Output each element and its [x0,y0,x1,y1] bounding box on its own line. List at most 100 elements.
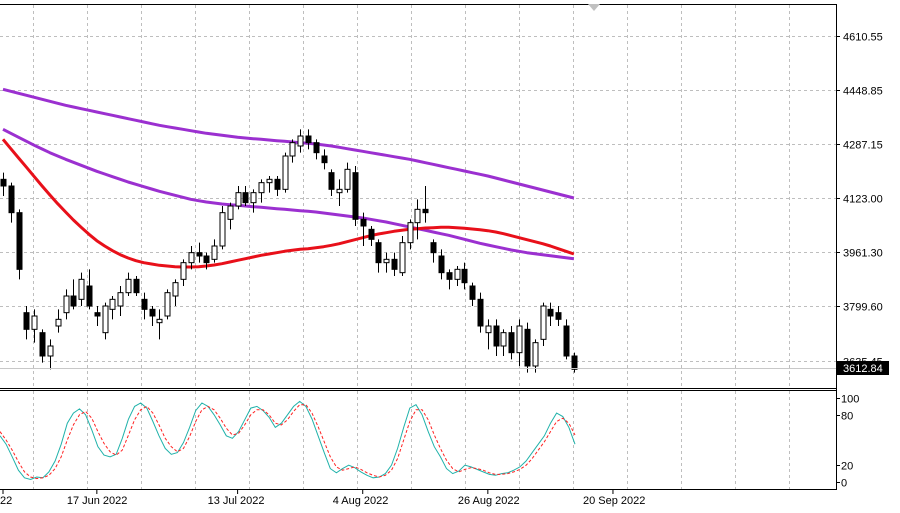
candle-body-up [414,208,421,224]
candle-body-up [485,325,492,334]
candle-body-up [180,262,187,280]
candle-body-up [109,298,116,310]
moving-average-lines [1,87,575,269]
candle-body-up [31,315,38,330]
candle-body-up [407,222,414,244]
oscillator-signal-line [0,404,576,480]
candle-body-down [391,258,398,270]
candle-body-down [438,255,445,274]
price-tick-label: 3799.60 [843,302,883,314]
candle-body-up [235,192,242,207]
current-price-tag: 3612.84 [837,361,889,375]
time-tick-label: 22 [0,495,12,507]
candle-body-up [47,345,54,357]
candle-body-up [454,268,461,280]
candle-body-down [141,298,148,310]
candle-body-down [352,172,359,220]
candle-body-down [493,325,500,347]
price-tick-label: 4610.55 [843,32,883,44]
candle-body-down [94,312,101,317]
candle-body-down [328,172,335,190]
candle-body-down [555,312,562,320]
candle-body-up [156,318,163,324]
candle-body-up [383,258,390,264]
candle-body-down [196,252,203,257]
current-price-value: 3612.84 [843,363,883,375]
oscillator-main-line [0,400,576,481]
candle-body-down [477,298,484,327]
candle-body-down [524,328,531,367]
axis-labels: 4610.55 4448.85 4287.15 4123.00 3961.30 3799.… [0,32,883,508]
candle-body-down [16,212,23,270]
candle-body-down [422,208,429,214]
candle-body-up [250,192,257,204]
candle-body-down [305,135,312,144]
candle-body-down [203,255,210,264]
candle-body-down [70,295,77,307]
candle-body-up [266,178,273,184]
price-tick-label: 4123.00 [843,194,883,206]
candle-body-down [360,218,367,227]
candle-body-up [336,188,343,194]
oscillator-lines [0,400,576,481]
candle-body-up [172,282,179,297]
time-tick-label: 20 Sep 2022 [583,495,645,507]
time-tick-label: 26 Aug 2022 [458,495,520,507]
candlesticks [0,129,578,373]
candle-body-down [86,285,93,307]
candle-body-up [102,305,109,334]
oscillator-tick-label: 80 [841,411,853,423]
candle-body-down [23,312,30,330]
candle-body-up [516,325,523,354]
candle-body-up [125,278,132,294]
candle-body-down [461,268,468,284]
current-price-box [837,361,889,375]
candle-body-up [540,305,547,340]
candle-body-down [133,278,140,294]
candle-body-down [39,332,46,357]
candle-body-down [430,242,437,254]
candle-body-up [500,332,507,347]
candle-body-up [117,292,124,307]
time-tick-label: 13 Jul 2022 [208,495,265,507]
candle-body-down [368,228,375,240]
candle-body-up [297,135,304,147]
candle-body-up [78,278,85,300]
candle-body-up [532,342,539,367]
candle-body-up [63,295,70,314]
candle-body-down [547,308,554,317]
candle-body-down [0,178,7,187]
oscillator-tick-label: 100 [841,394,859,406]
candle-body-up [399,242,406,274]
candle-body-down [274,178,281,190]
candle-body-up [219,212,226,247]
candle-body-down [469,285,476,300]
shift-marker-icon[interactable] [588,4,600,11]
time-tick-label: 17 Jun 2022 [67,495,128,507]
price-tick-label: 3961.30 [843,248,883,260]
candle-body-down [563,325,570,357]
price-tick-label: 4287.15 [843,140,883,152]
candle-body-down [571,355,578,370]
candle-body-down [446,272,453,280]
moving-average-line-3 [1,138,575,269]
candle-body-down [149,308,156,317]
moving-average-line-2 [2,127,575,261]
candle-body-down [321,155,328,164]
price-tick-label: 4448.85 [843,86,883,98]
candle-body-down [242,192,249,204]
candle-body-up [289,142,296,157]
candle-body-down [313,142,320,154]
candle-body-up [188,252,195,264]
candle-body-down [375,242,382,264]
candle-body-down [8,185,15,214]
candle-body-up [258,182,265,194]
oscillator-tick-label: 0 [841,478,847,490]
candle-body-down [508,332,515,354]
candle-body-up [282,155,289,190]
candle-body-up [164,292,171,317]
moving-average-line-1 [2,87,575,200]
candle-body-up [227,205,234,220]
